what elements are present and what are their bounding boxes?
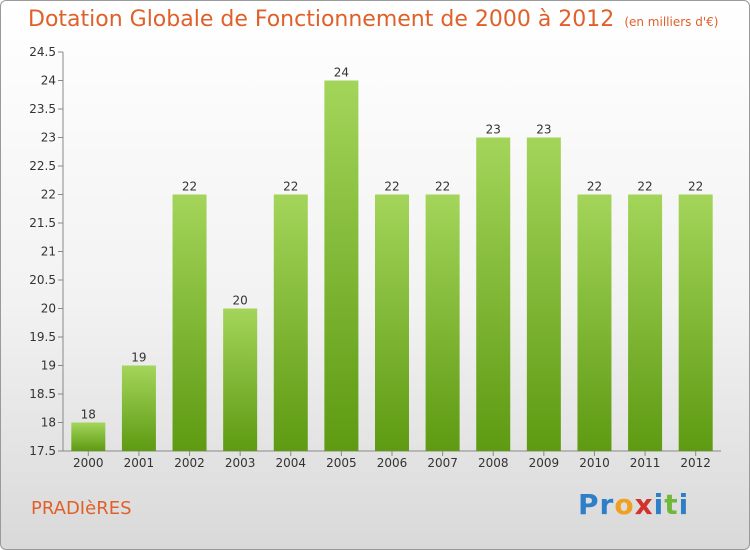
commune-name: PRADIèRES bbox=[31, 498, 132, 519]
chart-title-text: Dotation Globale de Fonctionnement de 20… bbox=[28, 7, 615, 32]
logo-letter: i bbox=[653, 488, 665, 521]
x-tick-label-2011: 2011 bbox=[630, 456, 661, 470]
data-labels: 18 19 22 20 22 24 22 22 23 23 22 22 22 bbox=[81, 66, 704, 422]
logo-letter: x bbox=[634, 488, 654, 521]
bar-2005 bbox=[324, 80, 359, 451]
x-tick-label-2008: 2008 bbox=[478, 456, 509, 470]
logo-letter: o bbox=[614, 488, 635, 521]
data-label-2003: 20 bbox=[233, 294, 248, 308]
y-tick-label: 21.5 bbox=[29, 216, 56, 230]
x-tick-label-2007: 2007 bbox=[427, 456, 458, 470]
x-tick-label-2005: 2005 bbox=[326, 456, 357, 470]
data-label-2012: 22 bbox=[688, 180, 703, 194]
y-tick-label: 20.5 bbox=[29, 273, 56, 287]
logo-letter: r bbox=[599, 488, 615, 521]
x-tick-label-2009: 2009 bbox=[529, 456, 560, 470]
data-label-2001: 19 bbox=[131, 351, 146, 365]
data-label-2009: 23 bbox=[536, 123, 551, 137]
data-label-2008: 23 bbox=[486, 123, 501, 137]
data-label-2006: 22 bbox=[384, 180, 399, 194]
chart-title: Dotation Globale de Fonctionnement de 20… bbox=[28, 7, 718, 32]
y-tick-label: 19.5 bbox=[29, 330, 56, 344]
bar-2000 bbox=[71, 422, 106, 451]
proxiti-logo: Proxiti bbox=[578, 488, 689, 521]
bar-2006 bbox=[375, 194, 409, 451]
data-label-2007: 22 bbox=[435, 180, 450, 194]
data-label-2011: 22 bbox=[637, 180, 652, 194]
data-label-2004: 22 bbox=[283, 180, 298, 194]
y-tick-label: 22 bbox=[41, 188, 56, 202]
x-tick-label-2003: 2003 bbox=[225, 456, 256, 470]
unit-label: (en milliers d'€) bbox=[624, 15, 719, 29]
y-tick-label: 24 bbox=[41, 74, 56, 88]
x-tick-label-2004: 2004 bbox=[275, 456, 306, 470]
bar-2010 bbox=[577, 194, 612, 451]
data-label-2005: 24 bbox=[334, 66, 349, 80]
bar-2012 bbox=[678, 194, 713, 451]
x-tick-label-2006: 2006 bbox=[377, 456, 408, 470]
y-tick-label: 24.5 bbox=[29, 45, 56, 59]
y-tick-label: 20 bbox=[41, 302, 56, 316]
y-tick-label: 22.5 bbox=[29, 159, 56, 173]
y-tick-label: 23 bbox=[41, 131, 56, 145]
y-tick-label: 18.5 bbox=[29, 387, 56, 401]
bar-2007 bbox=[425, 194, 460, 451]
x-tick-label-2000: 2000 bbox=[73, 456, 104, 470]
logo-letter: P bbox=[578, 488, 600, 521]
y-tick-label: 18 bbox=[41, 416, 56, 430]
bars bbox=[71, 80, 713, 451]
logo-letter: i bbox=[678, 488, 690, 521]
bar-2011 bbox=[628, 194, 663, 451]
bar-2008 bbox=[476, 137, 511, 451]
y-tick-label: 17.5 bbox=[29, 444, 56, 458]
bar-2001 bbox=[121, 365, 156, 451]
x-tick-label-2012: 2012 bbox=[680, 456, 711, 470]
data-label-2010: 22 bbox=[587, 180, 602, 194]
x-tick-label-2002: 2002 bbox=[174, 456, 205, 470]
bar-2004 bbox=[273, 194, 308, 451]
y-tick-label: 21 bbox=[41, 245, 56, 259]
bar-2009 bbox=[526, 137, 561, 451]
data-label-2002: 22 bbox=[182, 180, 197, 194]
axes: 17.5 18 18.5 19 19.5 20 20.5 21 21.5 22 22.5 23 23.5… bbox=[29, 45, 721, 470]
y-tick-label: 23.5 bbox=[29, 102, 56, 116]
y-tick-label: 19 bbox=[41, 359, 56, 373]
bar-2002 bbox=[172, 194, 207, 451]
data-label-2000: 18 bbox=[81, 408, 96, 422]
x-tick-label-2001: 2001 bbox=[124, 456, 155, 470]
logo-letter: t bbox=[664, 488, 679, 521]
bar-2003 bbox=[223, 308, 258, 451]
x-tick-label-2010: 2010 bbox=[579, 456, 610, 470]
